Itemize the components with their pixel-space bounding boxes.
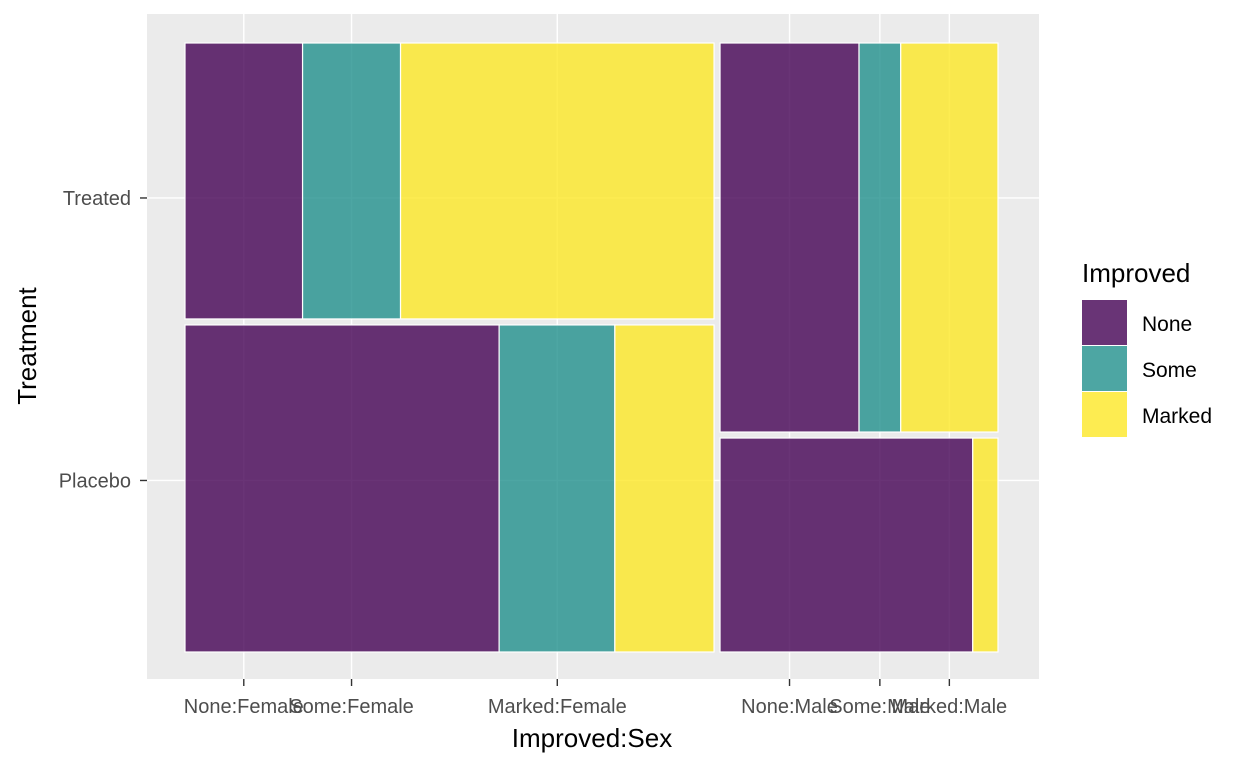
legend-swatch-marked <box>1082 392 1127 437</box>
tile-male-placebo-marked <box>972 437 999 653</box>
x-tick-label: Some:Female <box>289 696 414 718</box>
legend-swatch-some <box>1082 346 1127 391</box>
legend-swatch-none <box>1082 300 1127 345</box>
legend: Improved None Some Marked <box>1082 258 1212 437</box>
x-tick-label: Some:Male <box>829 696 930 718</box>
tile-female-treated-none <box>184 42 304 320</box>
tile-female-placebo-some <box>498 324 616 653</box>
tile-female-treated-marked <box>399 42 715 320</box>
y-axis-title: Treatment <box>12 286 42 404</box>
tile-male-treated-none <box>719 42 860 433</box>
x-tick-label: Marked:Male <box>892 696 1008 718</box>
legend-label-none: None <box>1142 313 1192 336</box>
mosaic-tiles <box>184 42 999 653</box>
x-tick-label: Marked:Female <box>488 696 627 718</box>
legend-label-some: Some <box>1142 359 1197 382</box>
y-tick-label: Treated <box>63 188 131 210</box>
tile-male-placebo-none <box>719 437 974 653</box>
x-tick-label: None:Male <box>741 696 838 718</box>
tile-male-treated-marked <box>900 42 999 433</box>
y-tick-label: Placebo <box>59 470 131 492</box>
legend-label-marked: Marked <box>1142 405 1212 428</box>
x-axis-title: Improved:Sex <box>512 723 672 753</box>
legend-title: Improved <box>1082 258 1190 288</box>
tile-male-treated-some <box>858 42 902 433</box>
tile-female-placebo-none <box>184 324 500 653</box>
tile-female-treated-some <box>301 42 402 320</box>
tile-female-placebo-marked <box>614 324 715 653</box>
x-tick-label: None:Female <box>184 696 304 718</box>
